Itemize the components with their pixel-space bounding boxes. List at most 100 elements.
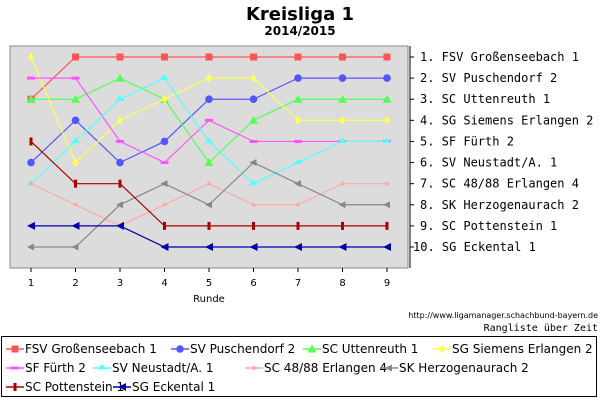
chart-subtitle: 2014/2015 [264, 24, 335, 38]
plot-area [9, 45, 409, 269]
legend-swatch-marker [385, 364, 392, 372]
data-point [251, 202, 256, 207]
data-point [249, 159, 257, 167]
legend-item: SG Eckental 1 [112, 380, 215, 394]
data-point [205, 243, 213, 251]
series-3 [26, 73, 392, 167]
data-point [250, 53, 257, 61]
data-point [116, 221, 124, 230]
series-4 [28, 52, 390, 168]
data-point [204, 137, 214, 143]
legend-swatch [93, 364, 111, 370]
legend-label: SC 48/88 Erlangen 4 [264, 361, 388, 375]
chart-title: Kreisliga 1 [246, 4, 354, 25]
legend-item: SV Neustadt/A. 1 [92, 361, 214, 375]
ranking-chart: Kreisliga 1 2014/2015 1 2 3 4 5 6 7 8 9 1. FSV G… [9, 4, 598, 334]
data-point [296, 202, 300, 207]
data-point [160, 180, 168, 188]
legend-swatch [6, 345, 24, 353]
x-tick-label: 8 [339, 278, 345, 289]
legend-swatch-marker [307, 344, 317, 353]
data-point [71, 221, 80, 230]
data-point [29, 137, 33, 146]
legend-item: FSV Großenseebach 1 [5, 342, 157, 356]
series-8 [27, 159, 390, 251]
x-tick-label: 4 [161, 278, 167, 289]
data-point [385, 181, 389, 186]
legend-swatch [113, 383, 131, 391]
data-point [294, 243, 302, 251]
data-point [72, 53, 79, 61]
data-point [71, 94, 80, 103]
data-point [28, 52, 34, 62]
x-tick-label: 7 [295, 278, 301, 289]
rank-label: 10. SG Eckental 1 [413, 240, 536, 254]
data-point [293, 94, 303, 103]
rank-label: 3. SC Uttenreuth 1 [420, 92, 550, 106]
data-point [206, 73, 212, 83]
data-point [71, 116, 80, 125]
data-point [338, 94, 347, 103]
data-point [116, 139, 124, 143]
data-point [338, 137, 347, 143]
data-point [385, 221, 389, 230]
legend-label: SC Uttenreuth 1 [322, 342, 419, 356]
series-layer [26, 52, 392, 251]
data-point [27, 243, 34, 251]
x-axis: 1 2 3 4 5 6 7 8 9 [28, 268, 390, 289]
series-6 [26, 74, 392, 186]
data-point [249, 179, 258, 186]
rank-label: 6. SV Neustadt/A. 1 [420, 156, 557, 170]
data-point [252, 221, 255, 230]
rank-label: 5. SF Fürth 2 [420, 134, 514, 148]
chart-caption: Rangliste über Zeit [484, 323, 598, 334]
data-point [204, 158, 214, 167]
legend-swatch-marker [439, 344, 445, 354]
data-point [296, 221, 300, 230]
series-10 [27, 221, 391, 251]
legend-item: SV Puschendorf 2 [170, 342, 295, 356]
legend-item: SC Uttenreuth 1 [302, 342, 418, 356]
legend-swatch [303, 344, 321, 353]
data-point [205, 201, 212, 209]
data-point [383, 201, 390, 209]
data-point [339, 53, 346, 61]
x-tick-label: 1 [28, 278, 34, 289]
data-point [293, 158, 303, 165]
legend-item: SK Herzogenaurach 2 [379, 361, 529, 375]
series-9 [29, 137, 389, 230]
rank-label: 2. SV Puschendorf 2 [420, 71, 557, 85]
legend-label: SF Fürth 2 [25, 361, 86, 375]
data-point [205, 95, 213, 104]
data-point [383, 74, 391, 82]
data-point [115, 95, 125, 101]
data-point [294, 139, 302, 143]
legend-label: SG Siemens Erlangen 2 [452, 342, 593, 356]
rank-label: 9. SC Pottenstein 1 [420, 219, 557, 233]
legend-item: SC 48/88 Erlangen 4 [244, 361, 387, 375]
legend-item: SC Pottenstein 1 [5, 380, 124, 394]
legend-swatch [380, 364, 398, 372]
data-point [250, 73, 257, 83]
data-point [207, 221, 211, 230]
legend-swatch [171, 345, 189, 353]
data-point [27, 221, 35, 230]
data-point [294, 53, 302, 61]
data-point [116, 53, 124, 61]
data-point [340, 181, 345, 186]
legend-swatch [6, 366, 24, 370]
data-point [383, 243, 391, 251]
legend-item: SF Fürth 2 [5, 361, 86, 375]
data-point [249, 95, 258, 104]
data-point [249, 243, 258, 251]
rank-label: 7. SC 48/88 Erlangen 4 [420, 177, 579, 191]
legend-swatch-marker [118, 383, 126, 391]
data-point [338, 201, 346, 209]
data-point [205, 53, 213, 61]
data-point [71, 76, 80, 80]
data-point [207, 181, 211, 186]
data-point [160, 74, 169, 80]
data-point [72, 158, 79, 168]
data-point [382, 94, 392, 103]
data-point [382, 137, 392, 143]
